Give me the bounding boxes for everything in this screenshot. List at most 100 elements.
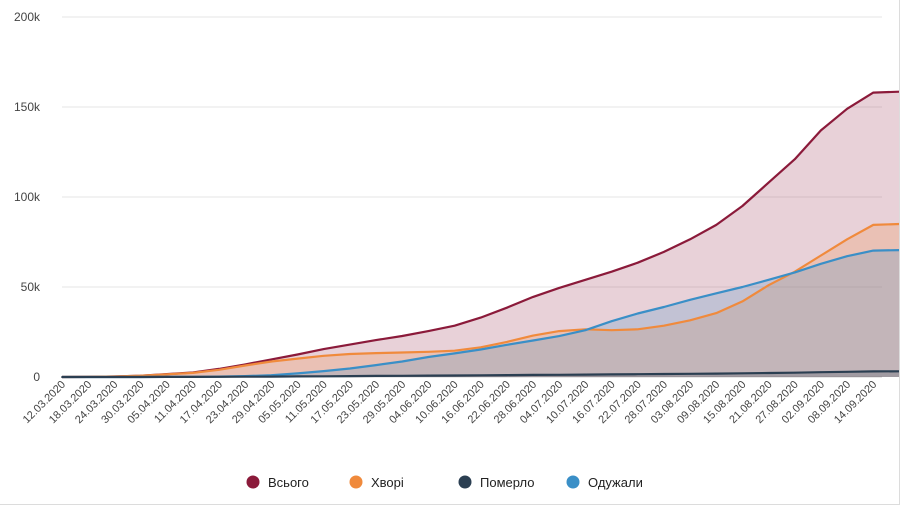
data-point xyxy=(794,271,796,274)
data-point xyxy=(846,108,848,110)
data-point xyxy=(165,373,168,376)
y-tick-label: 100k xyxy=(14,190,41,204)
legend-swatch xyxy=(246,475,260,489)
data-point xyxy=(715,312,718,314)
data-point xyxy=(741,286,744,288)
data-point xyxy=(506,344,508,346)
data-point xyxy=(427,356,430,358)
data-point xyxy=(244,375,246,378)
legend-label: Всього xyxy=(268,475,309,490)
data-point xyxy=(584,373,587,376)
data-point xyxy=(636,373,639,376)
data-point xyxy=(296,357,299,360)
data-point xyxy=(689,299,691,301)
data-point xyxy=(636,328,639,331)
data-point xyxy=(401,375,404,377)
area-2 xyxy=(62,224,900,377)
data-point xyxy=(558,335,560,337)
data-point xyxy=(532,334,534,337)
data-point xyxy=(820,254,822,257)
data-point xyxy=(322,370,325,372)
series-areas xyxy=(62,91,900,377)
data-point xyxy=(689,373,691,375)
data-point xyxy=(872,91,875,94)
y-tick-label: 50k xyxy=(21,280,41,294)
data-point xyxy=(610,320,613,323)
data-point xyxy=(270,375,273,378)
data-point xyxy=(427,351,430,353)
data-point xyxy=(192,372,194,374)
data-point xyxy=(61,376,63,378)
data-point xyxy=(322,355,325,357)
data-point xyxy=(113,376,116,378)
data-point xyxy=(820,263,822,265)
y-tick-label: 150k xyxy=(14,100,41,114)
data-point xyxy=(322,375,325,378)
data-point xyxy=(584,279,587,281)
y-axis: 0 50k 100k 150k 200k xyxy=(14,10,41,384)
data-point xyxy=(506,374,508,376)
data-point xyxy=(349,343,351,346)
data-point xyxy=(663,324,665,327)
legend-swatch xyxy=(349,475,363,489)
data-point xyxy=(846,255,848,257)
data-point xyxy=(767,181,770,184)
data-point xyxy=(453,374,456,377)
data-point xyxy=(218,376,220,378)
data-point xyxy=(375,364,377,366)
data-point xyxy=(558,330,560,332)
data-point xyxy=(532,339,534,342)
data-point xyxy=(427,330,430,332)
data-point xyxy=(349,367,351,370)
data-point xyxy=(663,306,665,308)
data-point xyxy=(453,352,456,355)
data-point xyxy=(715,224,718,226)
data-point xyxy=(741,205,744,207)
data-point xyxy=(375,339,377,341)
legend-label: Померло xyxy=(480,475,535,490)
data-point xyxy=(349,353,351,355)
data-point xyxy=(349,375,351,377)
legend-label: Хворі xyxy=(371,475,404,490)
data-point xyxy=(479,316,482,319)
data-point xyxy=(401,360,404,363)
data-point xyxy=(689,319,691,322)
data-point xyxy=(558,287,560,289)
data-point xyxy=(584,329,587,332)
data-point xyxy=(296,372,299,375)
data-point xyxy=(794,158,796,160)
data-point xyxy=(479,348,482,351)
data-point xyxy=(741,300,744,303)
legend-label: Одужали xyxy=(588,475,643,490)
data-point xyxy=(715,372,718,375)
data-point xyxy=(689,238,691,241)
data-point xyxy=(375,375,377,377)
legend: Всього Хворі Померло Одужали xyxy=(246,475,643,490)
data-point xyxy=(767,279,770,281)
area-1 xyxy=(62,91,900,377)
data-point xyxy=(401,335,404,337)
data-point xyxy=(794,371,796,374)
legend-swatch xyxy=(458,475,472,489)
data-point xyxy=(165,376,168,378)
legend-swatch xyxy=(566,475,580,489)
data-point xyxy=(427,374,430,377)
data-point xyxy=(820,371,822,374)
data-point xyxy=(506,306,508,309)
data-point xyxy=(296,375,299,378)
data-point xyxy=(663,373,665,375)
data-point xyxy=(610,373,613,376)
data-point xyxy=(453,324,456,327)
data-point xyxy=(532,374,534,376)
data-point xyxy=(846,371,848,373)
data-point xyxy=(610,329,613,332)
data-point xyxy=(479,346,482,349)
data-point xyxy=(322,348,325,350)
data-point xyxy=(872,224,875,226)
data-point xyxy=(192,376,194,378)
data-point xyxy=(767,284,770,287)
data-point xyxy=(715,292,718,295)
y-tick-label: 200k xyxy=(14,10,41,24)
data-point xyxy=(741,372,744,375)
data-point xyxy=(375,352,377,354)
